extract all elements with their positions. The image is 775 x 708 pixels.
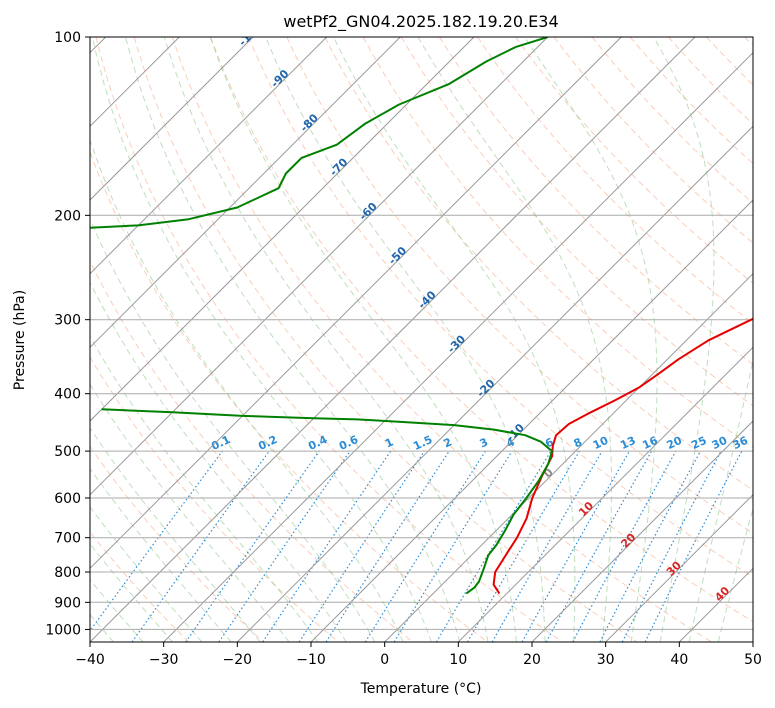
moist-adiabat <box>717 506 753 642</box>
isotherm <box>236 125 753 642</box>
dry-adiabat <box>133 37 638 642</box>
dry-adiabat <box>248 37 753 578</box>
mixing-ratio-line <box>325 450 450 642</box>
mixing-ratio-line <box>572 450 677 642</box>
y-tick-label: 300 <box>54 313 81 329</box>
moist-adiabat <box>90 281 347 642</box>
mixing-ratio-line <box>298 450 425 642</box>
x-tick-label: −10 <box>296 652 326 668</box>
moist-adiabat <box>90 543 173 642</box>
isotherm <box>605 493 753 642</box>
isotherm <box>90 37 475 422</box>
mixing-ratio-line <box>218 450 351 642</box>
isotherm <box>90 37 622 570</box>
x-tick-label: 40 <box>670 652 688 668</box>
moist-adiabat <box>265 37 546 642</box>
x-tick-label: −20 <box>223 652 253 668</box>
moist-adiabat <box>209 37 517 642</box>
moist-adiabat <box>90 427 261 642</box>
mixing-ratio-line <box>90 450 223 632</box>
dry-adiabat <box>90 150 488 642</box>
moist-adiabat <box>125 37 461 642</box>
mixing-ratio-label: 16 <box>640 434 660 452</box>
mixing-ratio-line <box>545 450 653 642</box>
y-tick-label: 400 <box>54 387 81 403</box>
x-tick-label: 20 <box>523 652 541 668</box>
profile-line-1 <box>101 408 553 595</box>
moist-adiabat <box>688 358 753 642</box>
dry-adiabat <box>90 356 339 642</box>
grid-layer: 0.10.20.40.611.52346810131620253036-100-… <box>90 20 753 642</box>
mixing-ratio-label: 20 <box>665 434 685 452</box>
isotherm <box>752 641 753 642</box>
mixing-ratio-label: 25 <box>689 434 708 452</box>
moist-adiabat <box>163 37 489 642</box>
mixing-ratio-line <box>393 450 513 642</box>
dry-adiabat <box>324 37 753 491</box>
x-tick-label: −30 <box>149 652 179 668</box>
moist-adiabat <box>90 217 376 642</box>
profile-line-2 <box>90 37 548 229</box>
y-tick-label: 600 <box>54 491 81 507</box>
moist-adiabat <box>91 37 432 642</box>
isotherm <box>90 37 328 275</box>
x-tick-label: 0 <box>380 652 389 668</box>
moist-adiabat <box>90 578 144 642</box>
moist-adiabat <box>90 335 319 642</box>
isotherm <box>384 272 753 642</box>
mixing-ratio-line <box>131 450 270 642</box>
moist-adiabat <box>90 383 290 642</box>
y-tick-label: 500 <box>54 444 81 460</box>
isotherm <box>310 199 753 642</box>
x-tick-label: 50 <box>744 652 762 668</box>
y-tick-label: 200 <box>54 208 81 224</box>
isotherm <box>90 37 401 349</box>
moist-adiabat <box>90 506 203 642</box>
y-tick-label: 1000 <box>45 622 81 638</box>
profile-line-0 <box>492 317 753 595</box>
isotherm <box>531 420 753 642</box>
isotherm <box>163 51 753 642</box>
y-axis-label: Pressure (hPa) <box>12 290 28 390</box>
dry-adiabat <box>90 445 264 642</box>
x-tick-label: 30 <box>597 652 615 668</box>
chart-title: wetPf2_GN04.2025.182.19.20.E34 <box>283 12 558 32</box>
y-tick-label: 700 <box>54 531 81 547</box>
moist-adiabat <box>90 138 404 642</box>
moist-adiabat <box>417 37 612 642</box>
mixing-ratio-line <box>521 450 631 642</box>
isotherm <box>457 346 753 642</box>
mixing-ratio-line <box>644 450 743 642</box>
isotherm <box>90 37 254 201</box>
isotherm-label: -100 <box>236 20 265 49</box>
isotherm <box>90 37 549 496</box>
mixing-ratio-line <box>185 450 320 642</box>
series-layer <box>90 37 753 595</box>
mixing-ratio-label: 30 <box>710 434 730 452</box>
dry-adiabat <box>210 37 753 623</box>
plot-frame <box>89 36 754 643</box>
axes-layer: −40 −30 −20 −10 0 10 20 30 40 50 100 200 300 400 500 60… <box>45 30 762 668</box>
mixing-ratio-label: 10 <box>591 434 611 452</box>
moist-adiabat <box>653 37 715 642</box>
dry-adiabat <box>95 37 563 642</box>
mixing-ratio-label: 13 <box>618 434 637 452</box>
y-tick-label: 100 <box>54 30 81 46</box>
moist-adiabat <box>90 467 232 642</box>
mixing-ratio-line <box>262 450 392 642</box>
y-tick-label: 800 <box>54 565 81 581</box>
moist-adiabat <box>524 37 658 642</box>
x-tick-label: −40 <box>75 652 105 668</box>
dry-adiabat <box>438 37 753 366</box>
x-axis-label: Temperature (°C) <box>360 681 482 697</box>
dry-adiabat <box>477 37 753 325</box>
plot-background <box>90 37 753 642</box>
y-tick-label: 900 <box>54 595 81 611</box>
isotherm <box>90 37 696 642</box>
moist-adiabat <box>332 37 576 642</box>
x-tick-label: 10 <box>449 652 467 668</box>
